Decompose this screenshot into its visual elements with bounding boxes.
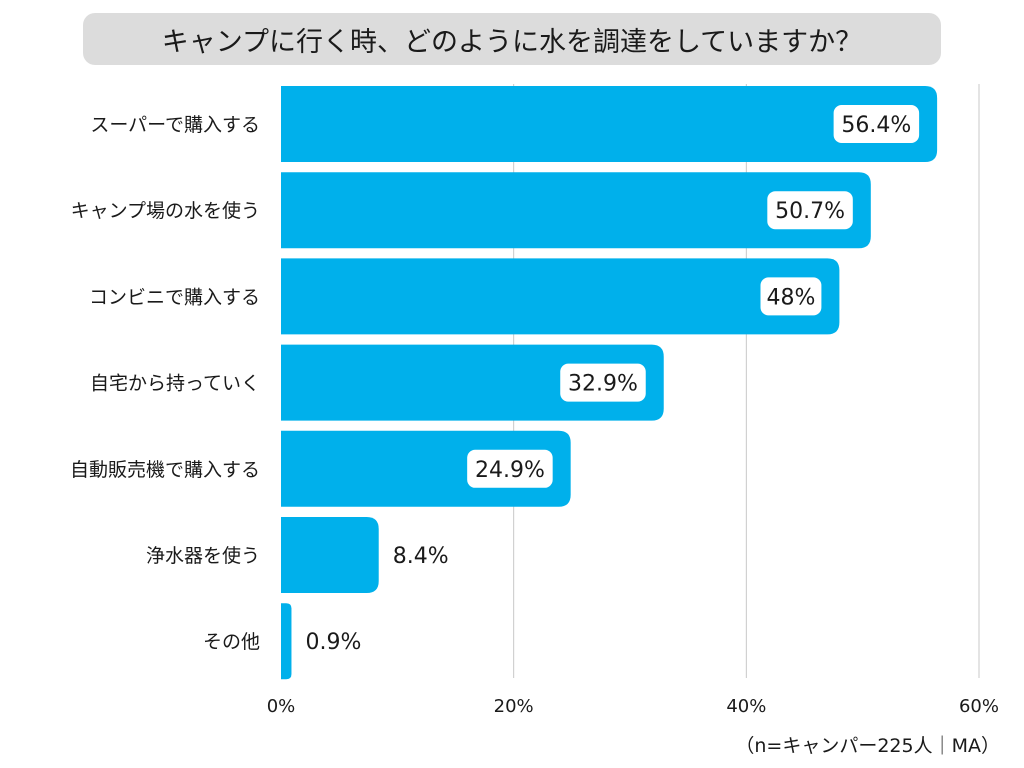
value-label: 24.9% — [475, 458, 545, 483]
chart-title: キャンプに行く時、どのように水を調達をしていますか？ — [83, 13, 941, 65]
value-label: 50.7% — [775, 199, 845, 224]
bar — [281, 86, 938, 162]
value-label-box — [833, 105, 920, 143]
x-tick-label: 20% — [494, 696, 534, 717]
category-label: 自動販売機で購入する — [70, 459, 260, 481]
category-label: その他 — [203, 631, 260, 653]
x-tick-label: 0% — [267, 696, 296, 717]
category-label: コンビニで購入する — [89, 286, 260, 308]
value-label: 32.9% — [568, 372, 638, 397]
value-label: 56.4% — [841, 113, 911, 138]
bar — [281, 258, 840, 335]
value-label: 8.4% — [393, 544, 449, 569]
value-label-box — [560, 363, 646, 402]
x-tick-label: 60% — [959, 696, 999, 717]
value-label: 0.9% — [305, 630, 361, 655]
value-label-box — [760, 277, 822, 316]
bar — [281, 172, 871, 249]
bar — [281, 603, 292, 680]
value-label-box — [467, 449, 553, 488]
category-label: スーパーで購入する — [90, 114, 260, 136]
x-tick-label: 40% — [726, 696, 766, 717]
bar — [281, 517, 379, 593]
category-label: 浄水器を使う — [146, 545, 260, 567]
category-label: キャンプ場の水を使う — [71, 200, 260, 222]
value-label-box — [767, 191, 853, 230]
category-label: 自宅から持っていく — [90, 373, 260, 395]
value-label: 48% — [766, 285, 815, 310]
sample-note: （n=キャンパー225人｜MA） — [735, 735, 1000, 757]
bar — [281, 344, 664, 421]
